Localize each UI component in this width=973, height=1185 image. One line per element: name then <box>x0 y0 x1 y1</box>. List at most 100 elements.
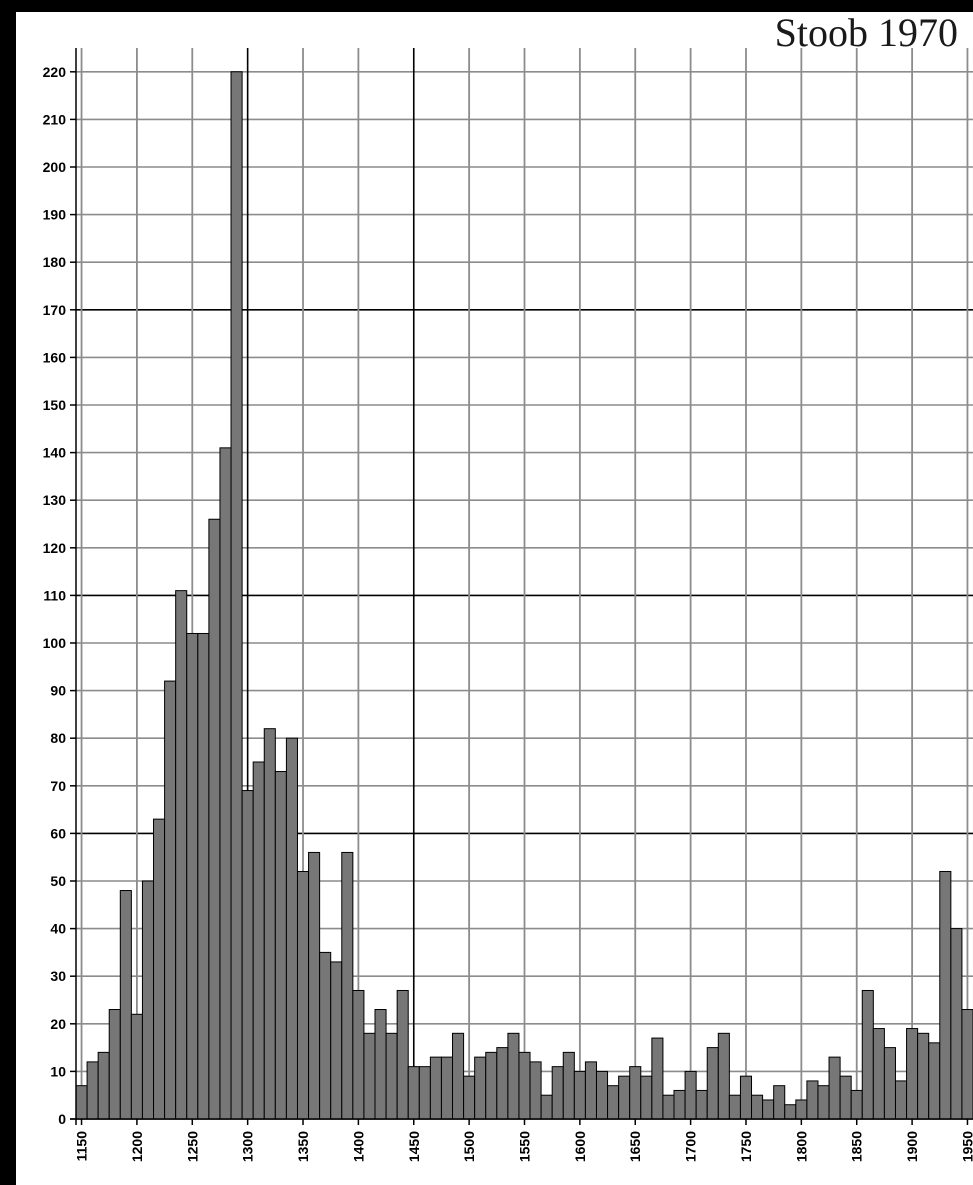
bar-1840 <box>839 1075 852 1120</box>
bar-1410 <box>363 1032 376 1120</box>
bar-chart: 0 10 20 30 40 50 60 70 80 90 100 110 120 130 140 150 160… <box>43 12 973 1162</box>
y-tick-label-200: 200 <box>43 159 67 175</box>
bar-1780 <box>773 1085 786 1120</box>
y-tick-label-40: 40 <box>50 921 66 937</box>
bar-1860 <box>861 989 874 1120</box>
bar-1430 <box>385 1032 398 1120</box>
y-tick-label-150: 150 <box>43 397 67 413</box>
bar-1600 <box>573 1070 586 1120</box>
bar-1310 <box>252 761 265 1120</box>
chart-title: Stoob 1970 <box>775 12 958 55</box>
y-tick-label-130: 130 <box>43 492 67 508</box>
bar-1740 <box>728 1094 741 1120</box>
y-tick-label-160: 160 <box>43 349 67 365</box>
bar-1520 <box>485 1051 498 1120</box>
bar-1920 <box>928 1042 941 1120</box>
x-tick-label-1350: 1350 <box>295 1131 311 1162</box>
bar-1440 <box>396 989 409 1120</box>
bar-1610 <box>584 1061 597 1120</box>
bar-1370 <box>319 951 332 1120</box>
x-tick-label-1600: 1600 <box>572 1131 588 1162</box>
bar-1450 <box>407 1066 420 1120</box>
bar-1730 <box>717 1032 730 1120</box>
bar-1820 <box>817 1085 830 1120</box>
y-tick-label-220: 220 <box>43 64 67 80</box>
x-tick-label-1650: 1650 <box>627 1131 643 1162</box>
bar-1470 <box>429 1056 442 1120</box>
bar-1690 <box>673 1089 686 1120</box>
bar-1680 <box>662 1094 675 1120</box>
bar-1760 <box>751 1094 764 1120</box>
bar-1400 <box>352 989 365 1120</box>
bar-1750 <box>739 1075 753 1120</box>
y-tick-label-80: 80 <box>50 730 66 746</box>
y-tick-label-70: 70 <box>50 778 66 794</box>
bar-1540 <box>507 1032 520 1120</box>
chart-frame: 0 10 20 30 40 50 60 70 80 90 100 110 120 130 140 150 160… <box>16 12 973 1185</box>
x-tick-label-1550: 1550 <box>517 1131 533 1162</box>
y-tick-label-140: 140 <box>43 445 67 461</box>
x-tick-label-1200: 1200 <box>129 1131 145 1162</box>
x-tick-label-1400: 1400 <box>350 1131 366 1162</box>
bar-1790 <box>784 1104 797 1120</box>
bar-1360 <box>308 851 321 1120</box>
y-tick-label-0: 0 <box>58 1111 66 1127</box>
bar-1810 <box>806 1080 819 1120</box>
y-tick-label-180: 180 <box>43 254 67 270</box>
x-tick-label-1500: 1500 <box>461 1131 477 1162</box>
x-tick-label-1850: 1850 <box>849 1131 865 1162</box>
y-tick-label-10: 10 <box>50 1063 66 1079</box>
x-tick-label-1900: 1900 <box>904 1131 920 1162</box>
bar-1670 <box>651 1037 664 1120</box>
bar-1330 <box>274 771 287 1120</box>
bar-1180 <box>108 1009 121 1120</box>
bar-1830 <box>828 1056 841 1120</box>
bar-1940 <box>950 928 963 1120</box>
bar-1720 <box>706 1047 719 1120</box>
y-tick-label-110: 110 <box>43 587 66 603</box>
bar-1300 <box>241 790 254 1120</box>
y-tick-label-50: 50 <box>50 873 66 889</box>
bar-1340 <box>285 737 298 1120</box>
y-tick-label-210: 210 <box>43 111 67 127</box>
bar-1550 <box>518 1051 531 1120</box>
bar-1200 <box>130 1013 143 1120</box>
x-tick-label-1300: 1300 <box>240 1131 256 1162</box>
x-tick-label-1450: 1450 <box>406 1131 422 1162</box>
x-tick-label-1150: 1150 <box>74 1131 90 1162</box>
bar-1950 <box>961 1009 973 1120</box>
bar-1250 <box>186 632 199 1120</box>
bar-1570 <box>540 1094 553 1120</box>
y-tick-label-100: 100 <box>43 635 67 651</box>
bar-1560 <box>529 1061 542 1120</box>
bar-1900 <box>906 1028 919 1120</box>
bar-1700 <box>684 1070 697 1120</box>
bar-1880 <box>883 1047 896 1120</box>
y-tick-label-190: 190 <box>43 207 67 223</box>
bar-1910 <box>917 1032 930 1120</box>
bar-1190 <box>119 890 132 1120</box>
bar-1630 <box>607 1085 620 1120</box>
bar-1640 <box>618 1075 631 1120</box>
x-tick-label-1950: 1950 <box>959 1131 973 1162</box>
y-tick-label-30: 30 <box>50 968 66 984</box>
bar-1660 <box>640 1075 653 1120</box>
bar-1290 <box>230 71 243 1120</box>
bar-1800 <box>795 1099 808 1120</box>
y-tick-label-60: 60 <box>50 825 66 841</box>
x-tick-label-1250: 1250 <box>184 1131 200 1162</box>
bar-1230 <box>164 680 177 1120</box>
bar-1930 <box>939 870 952 1120</box>
bar-1220 <box>153 818 166 1120</box>
bar-1320 <box>263 728 276 1120</box>
bar-1890 <box>894 1080 908 1120</box>
x-tick-label-1800: 1800 <box>793 1131 809 1162</box>
bar-1650 <box>629 1066 642 1120</box>
bar-1510 <box>474 1056 487 1120</box>
bar-1770 <box>762 1099 775 1120</box>
bar-1390 <box>341 851 354 1120</box>
bar-1620 <box>595 1070 609 1120</box>
bar-1590 <box>562 1051 575 1120</box>
y-tick-label-90: 90 <box>50 683 66 699</box>
bar-1270 <box>208 518 221 1120</box>
